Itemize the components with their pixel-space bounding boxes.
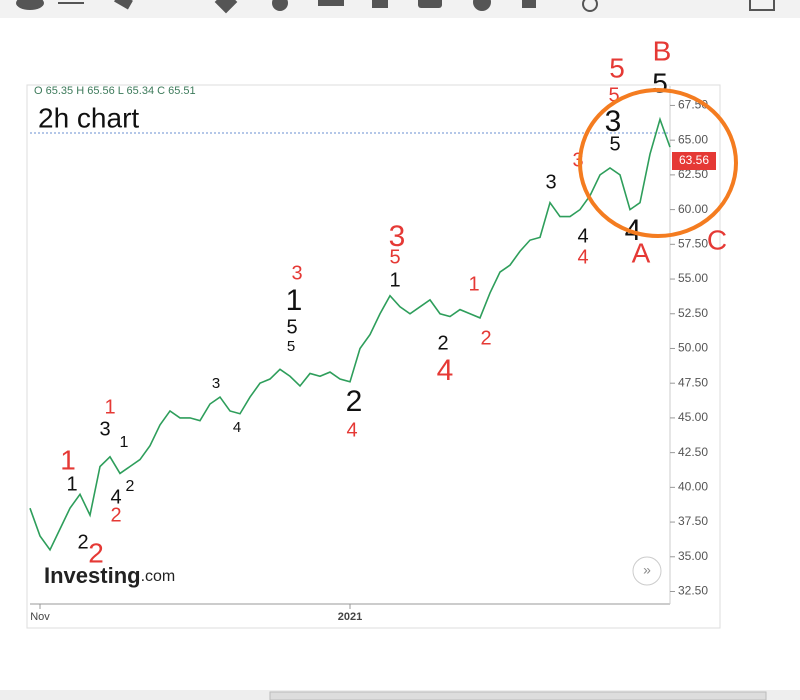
wave-label: 3	[572, 149, 583, 171]
wave-label: 3	[99, 418, 110, 440]
highlight-circle	[578, 88, 738, 238]
wave-label: 1	[60, 444, 76, 475]
wave-label: 2	[126, 478, 135, 495]
y-tick-label: 52.50	[678, 306, 708, 320]
toolbar	[0, 0, 800, 18]
y-tick-label: 32.50	[678, 584, 708, 598]
wave-label: 5	[389, 246, 400, 268]
wave-label: 3	[389, 220, 406, 253]
wave-label: 4	[233, 419, 241, 436]
y-tick-label: 65.00	[678, 132, 708, 146]
wave-label: 3	[212, 375, 220, 392]
x-tick-label: 2021	[338, 611, 362, 623]
wave-label: 4	[346, 419, 357, 441]
wave-label: 1	[120, 434, 129, 451]
wave-label: 1	[104, 396, 115, 418]
logo-text: Investing	[44, 563, 141, 588]
wave-label: 4	[577, 246, 588, 268]
wave-label: 3	[545, 171, 556, 193]
wave-label: 1	[389, 269, 400, 291]
toolbar-icons	[16, 0, 775, 14]
wave-label: A	[632, 237, 651, 268]
y-tick-label: 35.00	[678, 549, 708, 563]
y-tick-label: 55.00	[678, 271, 708, 285]
chart-frame	[26, 84, 721, 629]
y-tick-label: 60.00	[678, 202, 708, 216]
y-tick-label: 62.50	[678, 167, 708, 181]
wave-label: 5	[609, 52, 625, 83]
ohlc-header: O 65.35 H 65.56 L 65.34 C 65.51	[34, 85, 196, 97]
wave-label: 4	[437, 354, 454, 387]
wave-label: B	[653, 35, 672, 66]
wave-label: 2	[88, 537, 104, 568]
wave-label: 1	[286, 284, 303, 317]
y-tick-label: 50.00	[678, 341, 708, 355]
wave-label: 1	[66, 473, 77, 495]
wave-label: 2	[480, 327, 491, 349]
price-badge-label: 63.56	[679, 153, 709, 167]
wave-label: 2	[77, 531, 88, 553]
wave-label: 5	[608, 84, 619, 106]
wave-label: 2	[346, 385, 363, 418]
wave-label: 2	[110, 504, 121, 526]
wave-label: 5	[286, 316, 297, 338]
wave-label: 1	[468, 273, 479, 295]
y-tick-label: 45.00	[678, 410, 708, 424]
y-tick-label: 42.50	[678, 445, 708, 459]
wave-label: C	[707, 224, 727, 255]
scroll-icon: »	[643, 562, 651, 578]
wave-label: 2	[437, 332, 448, 354]
wave-label: 5	[287, 338, 295, 355]
y-tick-label: 40.00	[678, 480, 708, 494]
y-tick-label: 47.50	[678, 375, 708, 389]
x-tick-label: Nov	[30, 611, 50, 623]
price-line-series	[29, 116, 671, 552]
logo: Investing.com	[44, 563, 175, 588]
wave-label: 3	[291, 262, 302, 284]
wave-label: 4	[110, 486, 121, 508]
chart-title: 2h chart	[38, 102, 139, 133]
price-badge	[672, 152, 716, 170]
y-tick-label: 37.50	[678, 514, 708, 528]
y-tick-label: 57.50	[678, 236, 708, 250]
wave-label: 5	[609, 133, 620, 155]
logo-suffix: .com	[141, 568, 176, 585]
wave-label: 3	[605, 105, 622, 138]
scrollbar[interactable]	[269, 691, 767, 700]
wave-label: 4	[577, 225, 588, 247]
wave-label: 5	[652, 67, 668, 98]
scroll-button[interactable]	[632, 556, 662, 586]
